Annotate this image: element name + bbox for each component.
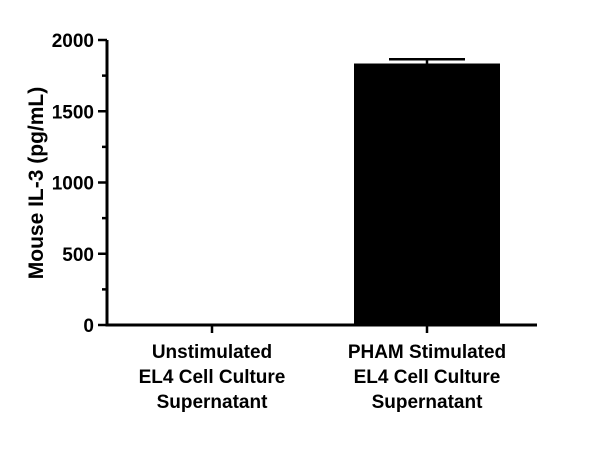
x-category-label: EL4 Cell Culture bbox=[139, 367, 286, 388]
bars-group bbox=[139, 63, 500, 325]
y-tick-label: 0 bbox=[83, 316, 94, 337]
y-tick-label: 1500 bbox=[52, 102, 94, 123]
y-ticks-group: 0 500 1000 1500 2000 bbox=[52, 31, 107, 337]
x-labels-group: Unstimulated EL4 Cell Culture Supernatant P… bbox=[139, 342, 507, 413]
y-axis-title: Mouse IL-3 (pg/mL) bbox=[25, 87, 48, 280]
error-bars-group bbox=[389, 57, 465, 64]
x-category-label: EL4 Cell Culture bbox=[354, 367, 501, 388]
x-category-label: PHAM Stimulated bbox=[348, 342, 506, 363]
y-tick-label: 1000 bbox=[52, 174, 94, 195]
x-category-label: Unstimulated bbox=[152, 342, 272, 363]
y-tick-label: 500 bbox=[62, 245, 94, 266]
bar-1 bbox=[354, 63, 500, 325]
y-tick-label: 2000 bbox=[52, 31, 94, 52]
x-category-label: Supernatant bbox=[372, 392, 484, 413]
x-category-label: Supernatant bbox=[157, 392, 269, 413]
